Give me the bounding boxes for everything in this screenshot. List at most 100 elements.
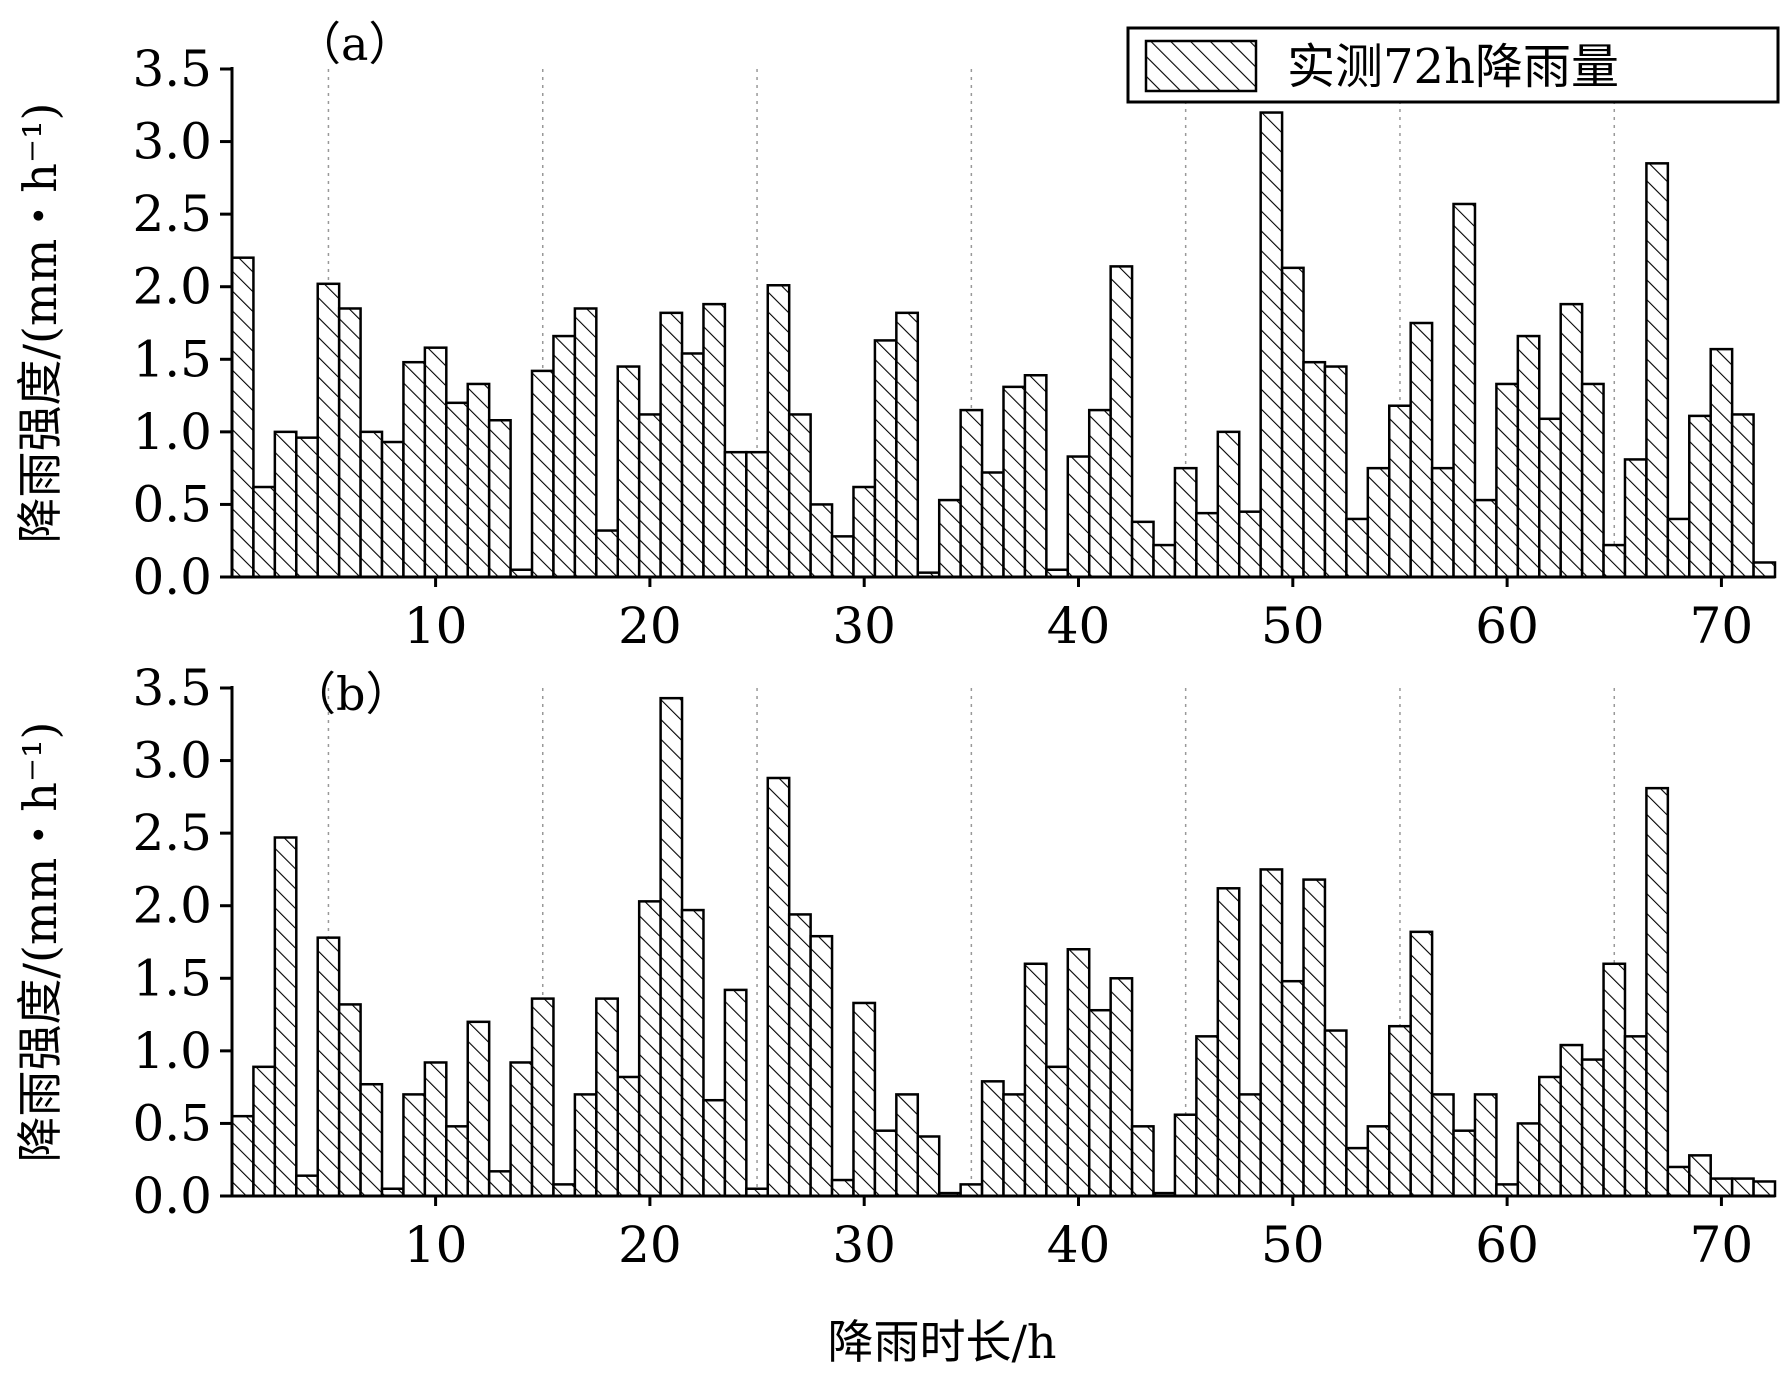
bar [873, 339, 898, 579]
y-tick-label: 1.0 [132, 1022, 212, 1080]
bar [466, 382, 491, 579]
bar [1002, 1093, 1027, 1198]
bar [1473, 498, 1498, 579]
bar [1495, 382, 1520, 579]
bar [1388, 1024, 1412, 1198]
bar [530, 369, 555, 579]
bar [573, 1093, 598, 1198]
bar [1559, 302, 1584, 579]
y-tick-label: 0.5 [132, 475, 212, 533]
y-tick-label: 3.5 [132, 659, 212, 717]
bar [809, 503, 834, 579]
bar [702, 302, 727, 579]
bar [937, 498, 962, 579]
bar [1216, 430, 1241, 579]
bar [852, 485, 877, 579]
x-tick-label: 20 [618, 597, 682, 655]
bar [1688, 1154, 1712, 1198]
bar [830, 535, 855, 579]
x-tick-label: 60 [1475, 597, 1539, 655]
bar [1345, 1146, 1370, 1198]
bar [1366, 466, 1391, 579]
bar [1323, 365, 1348, 579]
bar [252, 485, 277, 579]
y-tick-label: 0.0 [132, 548, 212, 606]
bar [445, 401, 469, 579]
bar [616, 1075, 641, 1198]
bar [316, 282, 341, 579]
bar [723, 988, 748, 1198]
bar [487, 418, 512, 579]
bar [402, 360, 427, 579]
bar [487, 1170, 512, 1198]
y-tick-label: 1.0 [132, 403, 212, 461]
bar [1409, 930, 1434, 1198]
bar [1130, 1125, 1155, 1198]
bar [723, 450, 748, 579]
bar [423, 346, 448, 579]
bar [1002, 385, 1027, 579]
bar [1495, 1183, 1520, 1198]
bar [337, 307, 362, 579]
x-tick-label: 40 [1047, 597, 1111, 655]
bar [1730, 413, 1755, 579]
bar [1302, 360, 1327, 579]
bar [1602, 962, 1627, 1198]
bar [1538, 1075, 1562, 1198]
bar [1516, 1122, 1541, 1198]
bar [1259, 111, 1284, 579]
bar [230, 1114, 255, 1198]
panel-label: （b） [290, 667, 411, 721]
chart-panels: 0.0 0.5 1.0 1.5 2.0 2.5 3.0 3.5 10 20 30 40 50 60 70 降雨… [13, 17, 1777, 1274]
bar [1023, 962, 1048, 1198]
bar [1302, 878, 1327, 1198]
bar [1752, 1180, 1777, 1198]
y-axis-title: 降雨强度/(mm・h⁻¹) [13, 103, 67, 544]
bar [1345, 517, 1370, 579]
bar [552, 334, 577, 579]
bar [1259, 868, 1284, 1198]
bar [1066, 948, 1091, 1198]
bar [1109, 977, 1134, 1198]
bar [659, 311, 684, 579]
bar [252, 1065, 277, 1198]
bar [1130, 520, 1155, 579]
bar [1666, 517, 1691, 579]
bar [895, 311, 920, 579]
x-tick-label: 10 [404, 597, 468, 655]
y-tick-label: 2.0 [132, 258, 212, 316]
legend: 实测72h降雨量 [1126, 26, 1780, 104]
bar [1366, 1125, 1391, 1198]
bar [809, 934, 834, 1198]
bar [445, 1125, 469, 1198]
bar [1623, 1035, 1648, 1198]
y-tick-label: 1.5 [132, 949, 212, 1007]
bar [509, 1061, 534, 1198]
legend-label: 实测72h降雨量 [1287, 39, 1619, 95]
bar [1752, 561, 1777, 579]
bar [659, 696, 684, 1198]
bar [402, 1093, 427, 1198]
bar [787, 913, 812, 1198]
y-tick-label: 2.5 [132, 185, 212, 243]
bar [530, 997, 555, 1198]
bar [1216, 887, 1241, 1198]
bar [766, 776, 791, 1198]
x-tick-label: 50 [1261, 1216, 1325, 1274]
y-tick-label: 3.5 [132, 40, 212, 98]
bar [595, 997, 620, 1198]
panel-b: 0.0 0.5 1.0 1.5 2.0 2.5 3.0 3.5 10 20 30 40 50 60 70 降雨… [13, 659, 1777, 1274]
bar [1152, 543, 1177, 579]
x-tick-label: 30 [832, 597, 896, 655]
y-tick-label: 0.0 [132, 1167, 212, 1225]
bar [1602, 543, 1627, 579]
bar [1388, 404, 1412, 579]
bar [273, 430, 298, 579]
bar [1559, 1043, 1584, 1198]
bar [916, 1135, 941, 1198]
bar [1087, 408, 1112, 579]
bar [1237, 510, 1262, 579]
x-tick-label: 60 [1475, 1216, 1539, 1274]
bar [830, 1178, 855, 1198]
bar [637, 900, 662, 1198]
